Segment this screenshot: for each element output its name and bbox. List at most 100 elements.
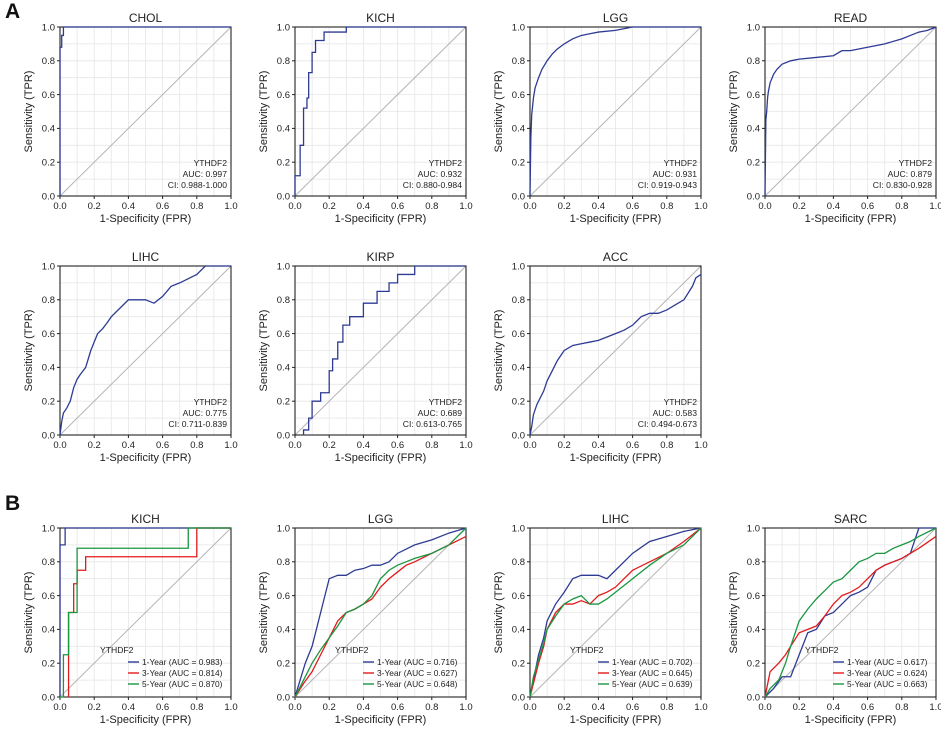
- y-tick-label: 0.4: [277, 124, 290, 135]
- y-tick-label: 0.8: [512, 56, 525, 67]
- chart-title: CHOL: [129, 11, 163, 25]
- chart-title: LGG: [368, 512, 393, 526]
- y-tick-label: 0.2: [42, 158, 55, 169]
- y-tick-label: 0.2: [277, 397, 290, 408]
- roc-curve-series-3: [764, 527, 937, 698]
- panel-label-b: B: [5, 492, 21, 515]
- roc-curve-series-2: [764, 535, 937, 698]
- x-tick-label: 0.0: [53, 702, 66, 713]
- x-tick-label: 0.0: [758, 201, 771, 212]
- x-tick-label: 0.0: [523, 201, 536, 212]
- y-tick-label: 0.4: [42, 124, 55, 135]
- annotation-gene: YTHDF2: [194, 397, 228, 407]
- roc-panel-a-acc: 0.00.0 0.2 0.2 0.4 0.4 0.6 0.6 0.8 0.8 1.0 1.0 ACC 1…: [493, 250, 708, 464]
- y-tick-label: 0.6: [277, 591, 290, 602]
- y-tick-label: 0.0: [42, 191, 55, 202]
- x-tick-label: 0.8: [895, 702, 908, 713]
- annotation-gene: YTHDF2: [429, 158, 463, 168]
- x-tick-label: 1.0: [929, 702, 941, 713]
- y-tick-label: 0.0: [42, 692, 55, 703]
- roc-curve-series-3: [529, 527, 702, 698]
- annotation-gene: YTHDF2: [664, 397, 698, 407]
- x-tick-label: 0.6: [626, 702, 639, 713]
- x-tick-label: 0.4: [122, 440, 135, 451]
- roc-panel-a-lihc: 0.00.0 0.2 0.2 0.4 0.4 0.6 0.6 0.8 0.8 1.0 1.0 LIHC…: [23, 250, 238, 464]
- roc-panel-a-kirp: 0.00.0 0.2 0.2 0.4 0.4 0.6 0.6 0.8 0.8 1.0 1.0 KIRP…: [258, 250, 473, 464]
- y-tick-label: 0.4: [747, 625, 760, 636]
- legend-entry: 1-Year (AUC = 0.702): [612, 657, 693, 667]
- y-tick-label: 0.2: [42, 659, 55, 670]
- y-tick-label: 0.6: [512, 591, 525, 602]
- y-tick-label: 0.2: [747, 659, 760, 670]
- x-axis-label: 1-Specificity (FPR): [100, 714, 192, 726]
- y-axis-label: Sensitivity (TPR): [728, 572, 740, 654]
- y-tick-label: 0.2: [512, 659, 525, 670]
- x-tick-label: 0.0: [288, 440, 301, 451]
- diagonal-reference-line: [529, 527, 702, 698]
- x-tick-label: 0.2: [323, 702, 336, 713]
- x-tick-label: 0.6: [391, 702, 404, 713]
- y-tick-label: 1.0: [42, 523, 55, 534]
- plot-frame: [294, 527, 467, 698]
- y-tick-label: 0.8: [42, 56, 55, 67]
- x-tick-label: 0.6: [861, 201, 874, 212]
- y-tick-label: 0.0: [277, 430, 290, 441]
- x-tick-label: 1.0: [224, 702, 237, 713]
- y-tick-label: 1.0: [42, 261, 55, 272]
- roc-curve-line: [302, 265, 466, 435]
- y-tick-label: 0.0: [277, 692, 290, 703]
- chart-title: LGG: [603, 11, 628, 25]
- x-axis-label: 1-Specificity (FPR): [570, 452, 662, 464]
- x-tick-label: 0.2: [793, 702, 806, 713]
- plot-frame: [764, 527, 937, 698]
- annotation-ci: CI: 0.880-0.984: [403, 180, 462, 190]
- annotation-ci: CI: 0.711-0.839: [168, 419, 227, 429]
- x-tick-label: 1.0: [694, 702, 707, 713]
- diagonal-reference-line: [529, 265, 702, 436]
- x-tick-label: 1.0: [929, 201, 941, 212]
- x-tick-label: 0.8: [190, 440, 203, 451]
- annotation-auc: AUC: 0.775: [183, 408, 228, 418]
- diagonal-reference-line: [59, 265, 232, 436]
- y-tick-label: 0.0: [42, 430, 55, 441]
- x-tick-label: 0.6: [626, 201, 639, 212]
- roc-curve-series-2: [294, 535, 467, 698]
- x-tick-label: 0.8: [425, 702, 438, 713]
- x-tick-label: 0.8: [660, 201, 673, 212]
- legend-entry: 5-Year (AUC = 0.663): [847, 679, 928, 689]
- x-axis-label: 1-Specificity (FPR): [335, 714, 427, 726]
- diagonal-reference-line: [294, 26, 467, 197]
- x-axis-label: 1-Specificity (FPR): [100, 213, 192, 225]
- y-axis-label: Sensitivity (TPR): [728, 71, 740, 153]
- y-tick-label: 0.8: [277, 557, 290, 568]
- x-tick-label: 0.6: [861, 702, 874, 713]
- x-tick-label: 0.4: [122, 702, 135, 713]
- y-tick-label: 1.0: [277, 261, 290, 272]
- legend-entry: 1-Year (AUC = 0.983): [142, 657, 223, 667]
- plot-frame: [764, 26, 937, 197]
- y-tick-label: 0.6: [277, 90, 290, 101]
- roc-panel-b-sarc: 0.00.0 0.2 0.2 0.4 0.4 0.6 0.6 0.8 0.8 1.0 1.0 SARC…: [728, 512, 941, 726]
- plot-frame: [529, 527, 702, 698]
- y-tick-label: 0.4: [277, 625, 290, 636]
- x-tick-label: 0.2: [558, 702, 571, 713]
- y-tick-label: 0.0: [512, 430, 525, 441]
- y-tick-label: 0.2: [747, 158, 760, 169]
- x-tick-label: 1.0: [459, 201, 472, 212]
- x-tick-label: 0.8: [660, 702, 673, 713]
- y-tick-label: 1.0: [42, 22, 55, 33]
- x-tick-label: 0.2: [323, 440, 336, 451]
- x-tick-label: 0.4: [592, 702, 605, 713]
- x-tick-label: 0.0: [523, 440, 536, 451]
- y-tick-label: 0.4: [42, 625, 55, 636]
- x-tick-label: 0.8: [895, 201, 908, 212]
- diagonal-reference-line: [764, 26, 937, 197]
- y-tick-label: 1.0: [277, 523, 290, 534]
- roc-curve-line: [529, 273, 702, 436]
- x-tick-label: 0.4: [592, 201, 605, 212]
- x-tick-label: 0.2: [558, 201, 571, 212]
- y-tick-label: 0.6: [747, 591, 760, 602]
- roc-panel-b-lihc: 0.00.0 0.2 0.2 0.4 0.4 0.6 0.6 0.8 0.8 1.0 1.0 LIHC…: [493, 512, 708, 726]
- legend-entry: 5-Year (AUC = 0.870): [142, 679, 223, 689]
- chart-title: ACC: [603, 250, 629, 264]
